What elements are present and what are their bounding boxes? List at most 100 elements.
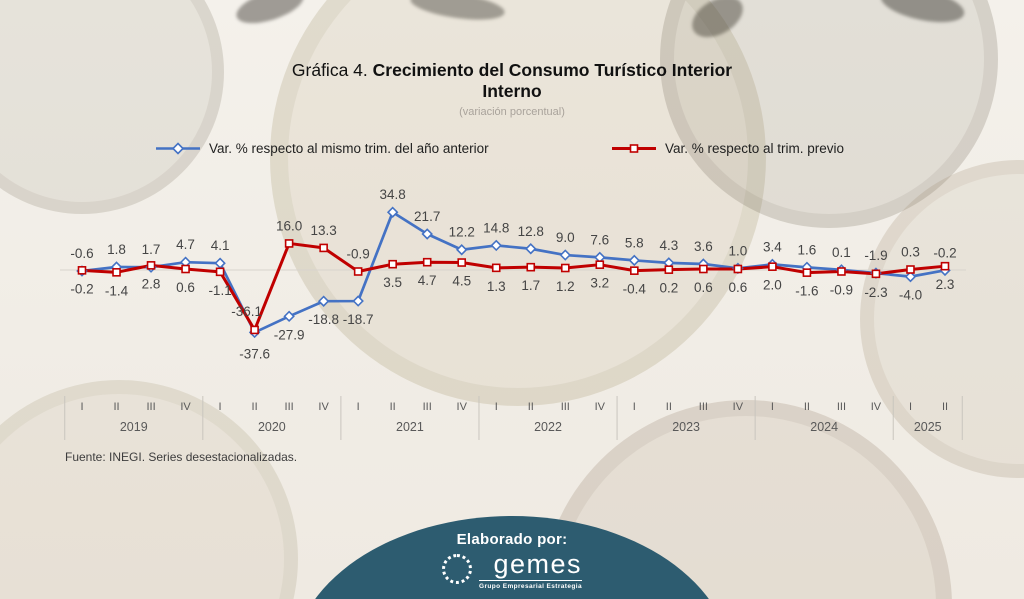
data-point-marker bbox=[559, 249, 572, 261]
axis-quarter-label: II bbox=[666, 401, 672, 413]
data-point-marker bbox=[906, 265, 915, 274]
data-label: 1.7 bbox=[521, 278, 540, 293]
data-label: -36.1 bbox=[231, 304, 262, 319]
data-point-marker bbox=[250, 325, 259, 335]
data-point-marker bbox=[526, 262, 536, 272]
data-label: 3.6 bbox=[694, 239, 713, 254]
data-label: -0.9 bbox=[347, 246, 370, 261]
data-label: 2.0 bbox=[763, 278, 782, 293]
data-label: 0.6 bbox=[694, 280, 713, 295]
axis-year-label: 2021 bbox=[396, 420, 424, 434]
axis-quarter-label: II bbox=[942, 401, 948, 413]
axis-quarter-label: II bbox=[390, 401, 396, 413]
data-label: 3.2 bbox=[590, 276, 609, 291]
data-point-marker bbox=[317, 295, 330, 307]
data-label: -37.6 bbox=[239, 346, 270, 361]
gemes-brand-text: gemes bbox=[479, 551, 582, 581]
gemes-logo-circle-icon bbox=[442, 554, 473, 584]
data-point-marker bbox=[146, 261, 156, 270]
data-label: 4.3 bbox=[659, 238, 678, 253]
data-label: 1.0 bbox=[728, 243, 747, 258]
gemes-brand-subtext: Grupo Empresarial Estrategia bbox=[479, 583, 582, 590]
data-label: -18.7 bbox=[343, 312, 374, 327]
data-label: -1.9 bbox=[864, 248, 887, 263]
data-label: 3.4 bbox=[763, 239, 782, 254]
coin-decoration bbox=[0, 0, 224, 214]
data-point-marker bbox=[628, 254, 641, 267]
data-point-marker bbox=[595, 260, 605, 269]
data-label: 3.5 bbox=[383, 275, 402, 290]
data-point-marker bbox=[490, 239, 502, 252]
data-label: 1.7 bbox=[142, 242, 161, 257]
data-point-marker bbox=[112, 268, 121, 277]
axis-quarter-label: I bbox=[357, 401, 360, 413]
data-point-marker bbox=[319, 243, 328, 253]
coin-decoration bbox=[232, 0, 308, 31]
data-point-marker bbox=[214, 257, 226, 269]
data-point-marker bbox=[766, 258, 779, 271]
coin-decoration bbox=[685, 0, 750, 46]
data-point-marker bbox=[145, 261, 157, 273]
data-point-marker bbox=[699, 264, 708, 274]
gemes-logo: gemes Grupo Empresarial Estrategia bbox=[292, 551, 732, 590]
data-label: -0.2 bbox=[933, 245, 956, 260]
data-label: 7.6 bbox=[590, 232, 609, 247]
axis-quarter-label: III bbox=[285, 401, 294, 413]
data-label: -0.4 bbox=[623, 282, 647, 297]
data-point-marker bbox=[215, 267, 225, 277]
axis-quarter-label: IV bbox=[318, 401, 329, 413]
data-label: -1.4 bbox=[105, 283, 129, 298]
axis-quarter-label: I bbox=[80, 401, 83, 413]
axis-quarter-label: III bbox=[146, 401, 155, 413]
data-point-marker bbox=[837, 267, 846, 276]
data-label: 12.8 bbox=[518, 224, 544, 239]
axis-year-label: 2019 bbox=[120, 420, 148, 434]
data-label: -2.3 bbox=[864, 285, 887, 300]
axis-quarter-label: I bbox=[495, 401, 498, 413]
axis-year-label: 2020 bbox=[258, 420, 286, 434]
data-point-marker bbox=[110, 261, 123, 273]
axis-quarter-label: II bbox=[804, 401, 810, 413]
axis-quarter-label: II bbox=[528, 401, 534, 413]
axis-quarter-label: I bbox=[633, 401, 636, 413]
chart-subtitle: (variación porcentual) bbox=[459, 105, 565, 118]
axis-year-label: 2025 bbox=[914, 420, 942, 434]
data-label: 0.1 bbox=[832, 245, 851, 260]
axis-quarter-label: I bbox=[771, 401, 774, 413]
data-point-marker bbox=[455, 244, 468, 256]
axis-quarter-label: IV bbox=[733, 401, 744, 413]
title-prefix: Gráfica 4. bbox=[291, 60, 368, 80]
axis-quarter-label: III bbox=[423, 401, 432, 413]
legend-item-qoq: Var. % respecto al trim. previo bbox=[611, 141, 844, 156]
data-point-marker bbox=[283, 310, 295, 323]
data-label: 13.3 bbox=[310, 223, 336, 238]
legend-label-qoq: Var. % respecto al trim. previo bbox=[665, 141, 845, 156]
data-label: 9.0 bbox=[556, 230, 575, 245]
axis-quarter-label: IV bbox=[457, 401, 468, 413]
source-note: Fuente: INEGI. Series desestacionalizada… bbox=[65, 450, 298, 464]
legend-label-yoy: Var. % respecto al mismo trim. del año a… bbox=[209, 141, 489, 156]
axis-quarter-label: III bbox=[561, 401, 570, 413]
data-point-marker bbox=[768, 262, 777, 271]
chart-title: Gráfica 4. Crecimiento del Consumo Turís… bbox=[262, 60, 762, 119]
axis-quarter-label: III bbox=[837, 401, 846, 413]
data-point-marker bbox=[870, 267, 882, 279]
data-point-marker bbox=[248, 326, 261, 339]
coin-decoration bbox=[0, 380, 298, 599]
data-point-marker bbox=[457, 258, 467, 267]
data-label: -18.8 bbox=[308, 312, 339, 327]
data-point-marker bbox=[904, 270, 917, 283]
coin-decoration bbox=[877, 0, 968, 29]
data-point-marker bbox=[732, 262, 744, 275]
data-label: 21.7 bbox=[414, 209, 440, 224]
data-point-marker bbox=[630, 266, 639, 275]
axis-year-label: 2022 bbox=[534, 420, 562, 434]
axis-quarter-label: I bbox=[909, 401, 912, 413]
data-point-marker bbox=[939, 264, 951, 277]
legend-marker-diamond-icon bbox=[156, 142, 200, 155]
data-point-marker bbox=[353, 267, 363, 276]
data-label: 0.3 bbox=[901, 245, 920, 260]
data-label: 1.2 bbox=[556, 279, 575, 294]
data-point-marker bbox=[352, 295, 364, 307]
data-label: 12.2 bbox=[449, 225, 475, 240]
